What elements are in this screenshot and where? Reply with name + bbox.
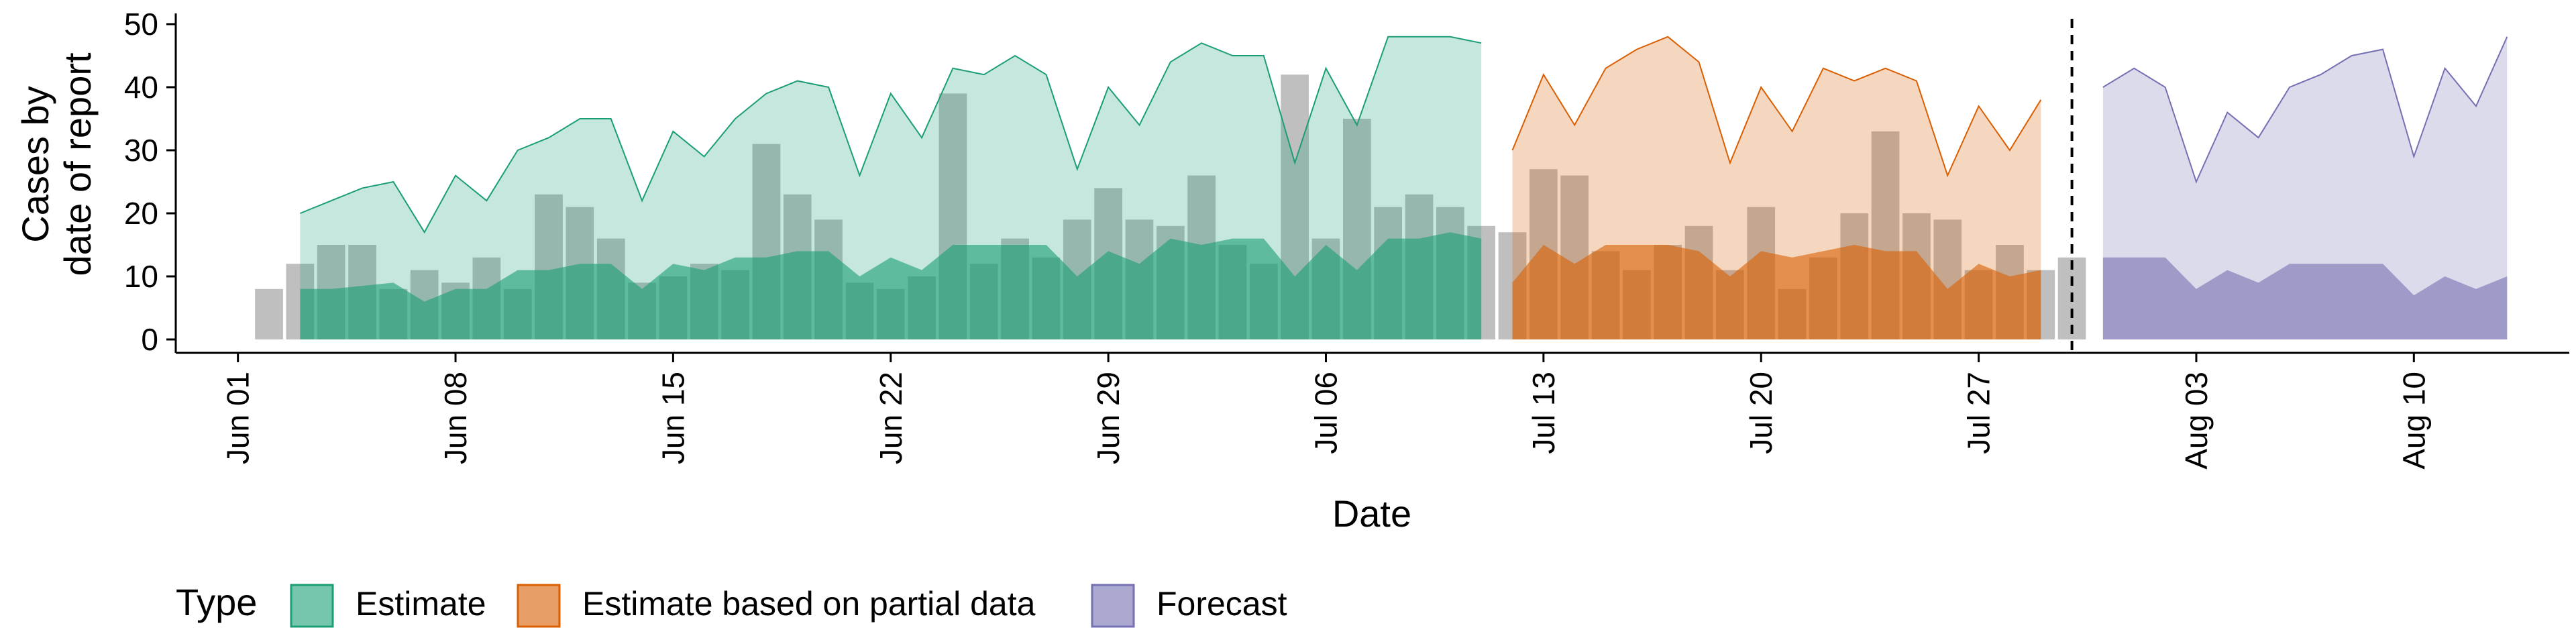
- x-tick-label: Jun 01: [221, 372, 256, 464]
- axes: 0 10 20 30 40 50 Jun 01 Jun 08 Jun 15 Jun 22 Jun 2…: [124, 7, 2569, 470]
- y-tick-label: 40: [124, 70, 158, 105]
- x-tick-label: Aug 10: [2396, 372, 2431, 470]
- x-tick-label: Jun 29: [1091, 372, 1126, 464]
- forecast-lower-band: [2102, 257, 2508, 339]
- legend-label-forecast: Forecast: [1157, 585, 1287, 623]
- estimate-upper-line: [300, 36, 1482, 234]
- x-tick-label: Jun 08: [438, 372, 473, 464]
- x-tick-label: Jun 15: [655, 372, 690, 464]
- x-tick-label: Jul 27: [1962, 372, 1996, 454]
- legend-title: Type: [176, 581, 257, 623]
- legend-key-forecast: [1091, 584, 1135, 628]
- reported-cases-bar: [255, 288, 283, 339]
- estimate-lower-band: [300, 232, 1482, 339]
- y-axis-title-line-1: Cases by: [14, 86, 56, 242]
- y-tick-label: 50: [124, 7, 158, 42]
- forecast-upper-line: [2102, 36, 2508, 184]
- legend: Type Estimate Estimate based on partial …: [176, 581, 1287, 628]
- forecast-upper-band: [2102, 36, 2508, 340]
- legend-key-partial: [517, 584, 561, 628]
- x-tick-label: Jun 22: [873, 372, 908, 464]
- x-axis-title: Date: [1332, 492, 1411, 535]
- x-tick-label: Jul 20: [1743, 372, 1778, 454]
- y-tick-label: 10: [124, 259, 158, 294]
- legend-label-estimate: Estimate: [356, 585, 486, 623]
- x-tick-label: Jul 13: [1526, 372, 1561, 454]
- partial-estimate-upper-line: [1511, 36, 2042, 178]
- y-tick-label: 20: [124, 196, 158, 231]
- y-axis-title-line-2: date of report: [56, 52, 99, 276]
- x-tick-label: Aug 03: [2179, 372, 2214, 470]
- partial-estimate-lower-band: [1512, 245, 2041, 339]
- y-tick-label: 30: [124, 133, 158, 168]
- legend-key-estimate: [290, 584, 334, 628]
- y-tick-label: 0: [141, 322, 158, 357]
- estimate-bands: [300, 36, 2508, 340]
- legend-label-partial: Estimate based on partial data: [582, 585, 1036, 623]
- x-tick-label: Jul 06: [1309, 372, 1344, 454]
